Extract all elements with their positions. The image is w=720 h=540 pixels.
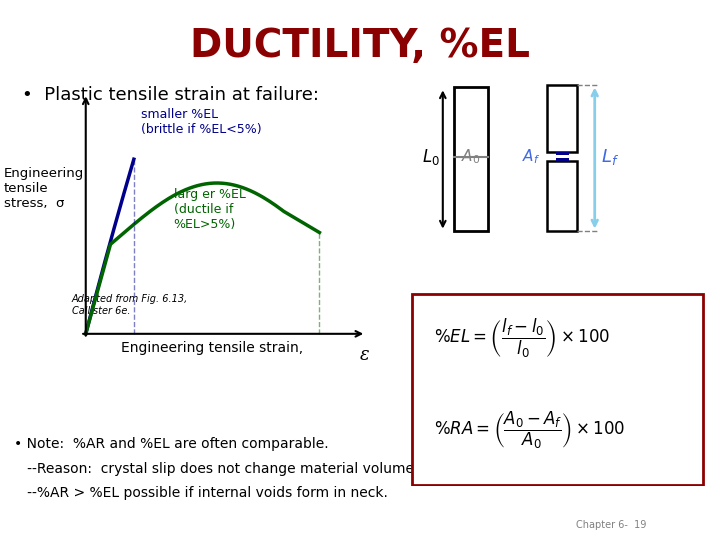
Polygon shape	[556, 152, 569, 155]
Text: Engineering
tensile
stress,  σ: Engineering tensile stress, σ	[4, 167, 84, 211]
Text: --%AR > %EL possible if internal voids form in neck.: --%AR > %EL possible if internal voids f…	[14, 486, 388, 500]
Text: • Note:  %AR and %EL are often comparable.: • Note: %AR and %EL are often comparable…	[14, 437, 329, 451]
Text: --Reason:  crystal slip does not change material volume.: --Reason: crystal slip does not change m…	[14, 462, 419, 476]
Text: ε: ε	[360, 346, 369, 363]
Text: larg er %EL
(ductile if
%EL>5%): larg er %EL (ductile if %EL>5%)	[174, 188, 246, 231]
FancyBboxPatch shape	[412, 294, 703, 484]
Polygon shape	[547, 85, 577, 152]
Text: smaller %EL
(brittle if %EL<5%): smaller %EL (brittle if %EL<5%)	[140, 107, 261, 136]
Text: Chapter 6-  19: Chapter 6- 19	[576, 520, 647, 530]
Polygon shape	[556, 158, 569, 161]
Text: DUCTILITY, %EL: DUCTILITY, %EL	[190, 27, 530, 65]
Text: $\%EL = \left(\dfrac{l_f - l_0}{l_0}\right) \times 100$: $\%EL = \left(\dfrac{l_f - l_0}{l_0}\rig…	[434, 317, 610, 360]
Polygon shape	[547, 161, 577, 232]
Text: $\%RA = \left(\dfrac{A_0 - A_f}{A_0}\right) \times 100$: $\%RA = \left(\dfrac{A_0 - A_f}{A_0}\rig…	[434, 410, 626, 451]
Text: Engineering tensile strain,: Engineering tensile strain,	[122, 341, 303, 355]
Bar	[454, 87, 488, 232]
Text: $A_0$: $A_0$	[462, 147, 480, 166]
Text: $A_f$: $A_f$	[523, 147, 541, 166]
Text: $L_f$: $L_f$	[601, 146, 619, 167]
Text: •  Plastic tensile strain at failure:: • Plastic tensile strain at failure:	[22, 86, 319, 104]
Text: $L_0$: $L_0$	[422, 146, 439, 167]
Text: Adapted from Fig. 6.13,
Callister 6e.: Adapted from Fig. 6.13, Callister 6e.	[72, 294, 188, 316]
